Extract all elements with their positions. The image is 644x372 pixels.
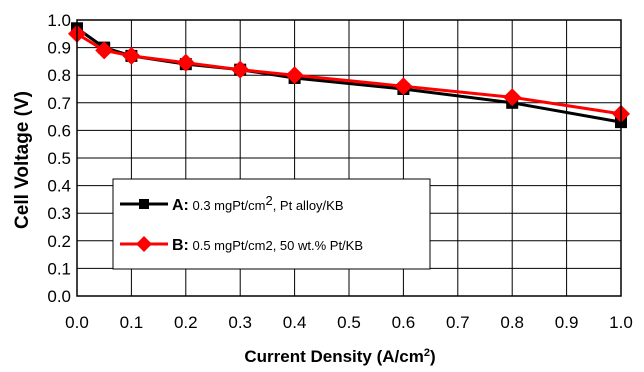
y-tick-label: 0.1 [47,259,71,278]
legend-desc-a-sup: 2 [265,193,272,208]
data-point [394,77,413,96]
y-axis-label: Cell Voltage (V) [12,91,33,229]
data-point [503,88,522,107]
legend-entry-b: B: 0.5 mgPt/cm2, 50 wt.% Pt/KB [120,236,363,254]
legend-desc-a: 0.3 mgPt/cm [189,198,266,213]
x-tick-label: 0.9 [555,313,579,332]
legend-key-b: B: [172,237,189,254]
x-tick-label: 0.3 [228,313,252,332]
legend-desc-a-post: , Pt alloy/KB [273,198,344,213]
x-tick-label: 0.4 [283,313,307,332]
x-tick-label: 0.5 [337,313,361,332]
x-tick-label: 0.2 [174,313,198,332]
legend-desc-b: 0.5 mgPt/cm2, 50 wt.% Pt/KB [189,238,363,253]
legend-label-a: A: 0.3 mgPt/cm2, Pt alloy/KB [172,193,344,214]
y-tick-label: 0.3 [47,204,71,223]
legend-box [112,178,431,270]
y-tick-label: 0.0 [47,287,71,306]
x-tick-label: 0.8 [500,313,524,332]
x-tick-label: 0.7 [446,313,470,332]
data-point [176,53,195,72]
data-point [95,41,114,60]
y-tick-label: 0.5 [47,149,71,168]
y-tick-label: 0.6 [47,121,71,140]
tick-labels: 0.0 0.1 0.2 0.3 0.4 0.5 0.6 0.7 0.8 0.9 1.0 0.0 0.1 0… [47,11,632,332]
data-point [285,66,304,85]
legend-key-a: A: [172,197,189,214]
x-tick-label: 0.0 [65,313,89,332]
y-tick-label: 0.4 [47,177,71,196]
x-tick-label: 1.0 [609,313,633,332]
legend-marker-a [139,199,149,209]
series-layer [68,22,630,129]
y-tick-label: 0.2 [47,232,71,251]
x-axis-label-end: ) [430,347,436,366]
x-axis-label-main: Current Density (A/cm [244,347,423,366]
y-tick-label: 0.7 [47,94,71,113]
y-tick-label: 0.9 [47,39,71,58]
x-axis-label: Current Density (A/cm2) [244,347,435,366]
x-axis-label-sup: 2 [424,347,430,359]
data-point [231,60,250,79]
legend-entry-a: A: 0.3 mgPt/cm2, Pt alloy/KB [120,193,344,214]
x-tick-label: 0.6 [392,313,416,332]
legend: A: 0.3 mgPt/cm2, Pt alloy/KB B: 0.5 mgPt… [112,178,431,270]
y-tick-label: 1.0 [47,11,71,30]
x-tick-label: 0.1 [120,313,144,332]
series-b [68,24,630,123]
legend-label-b: B: 0.5 mgPt/cm2, 50 wt.% Pt/KB [172,237,363,254]
legend-marker-b [136,236,152,252]
y-tick-label: 0.8 [47,66,71,85]
plot-area [76,19,622,297]
data-point [122,46,141,65]
